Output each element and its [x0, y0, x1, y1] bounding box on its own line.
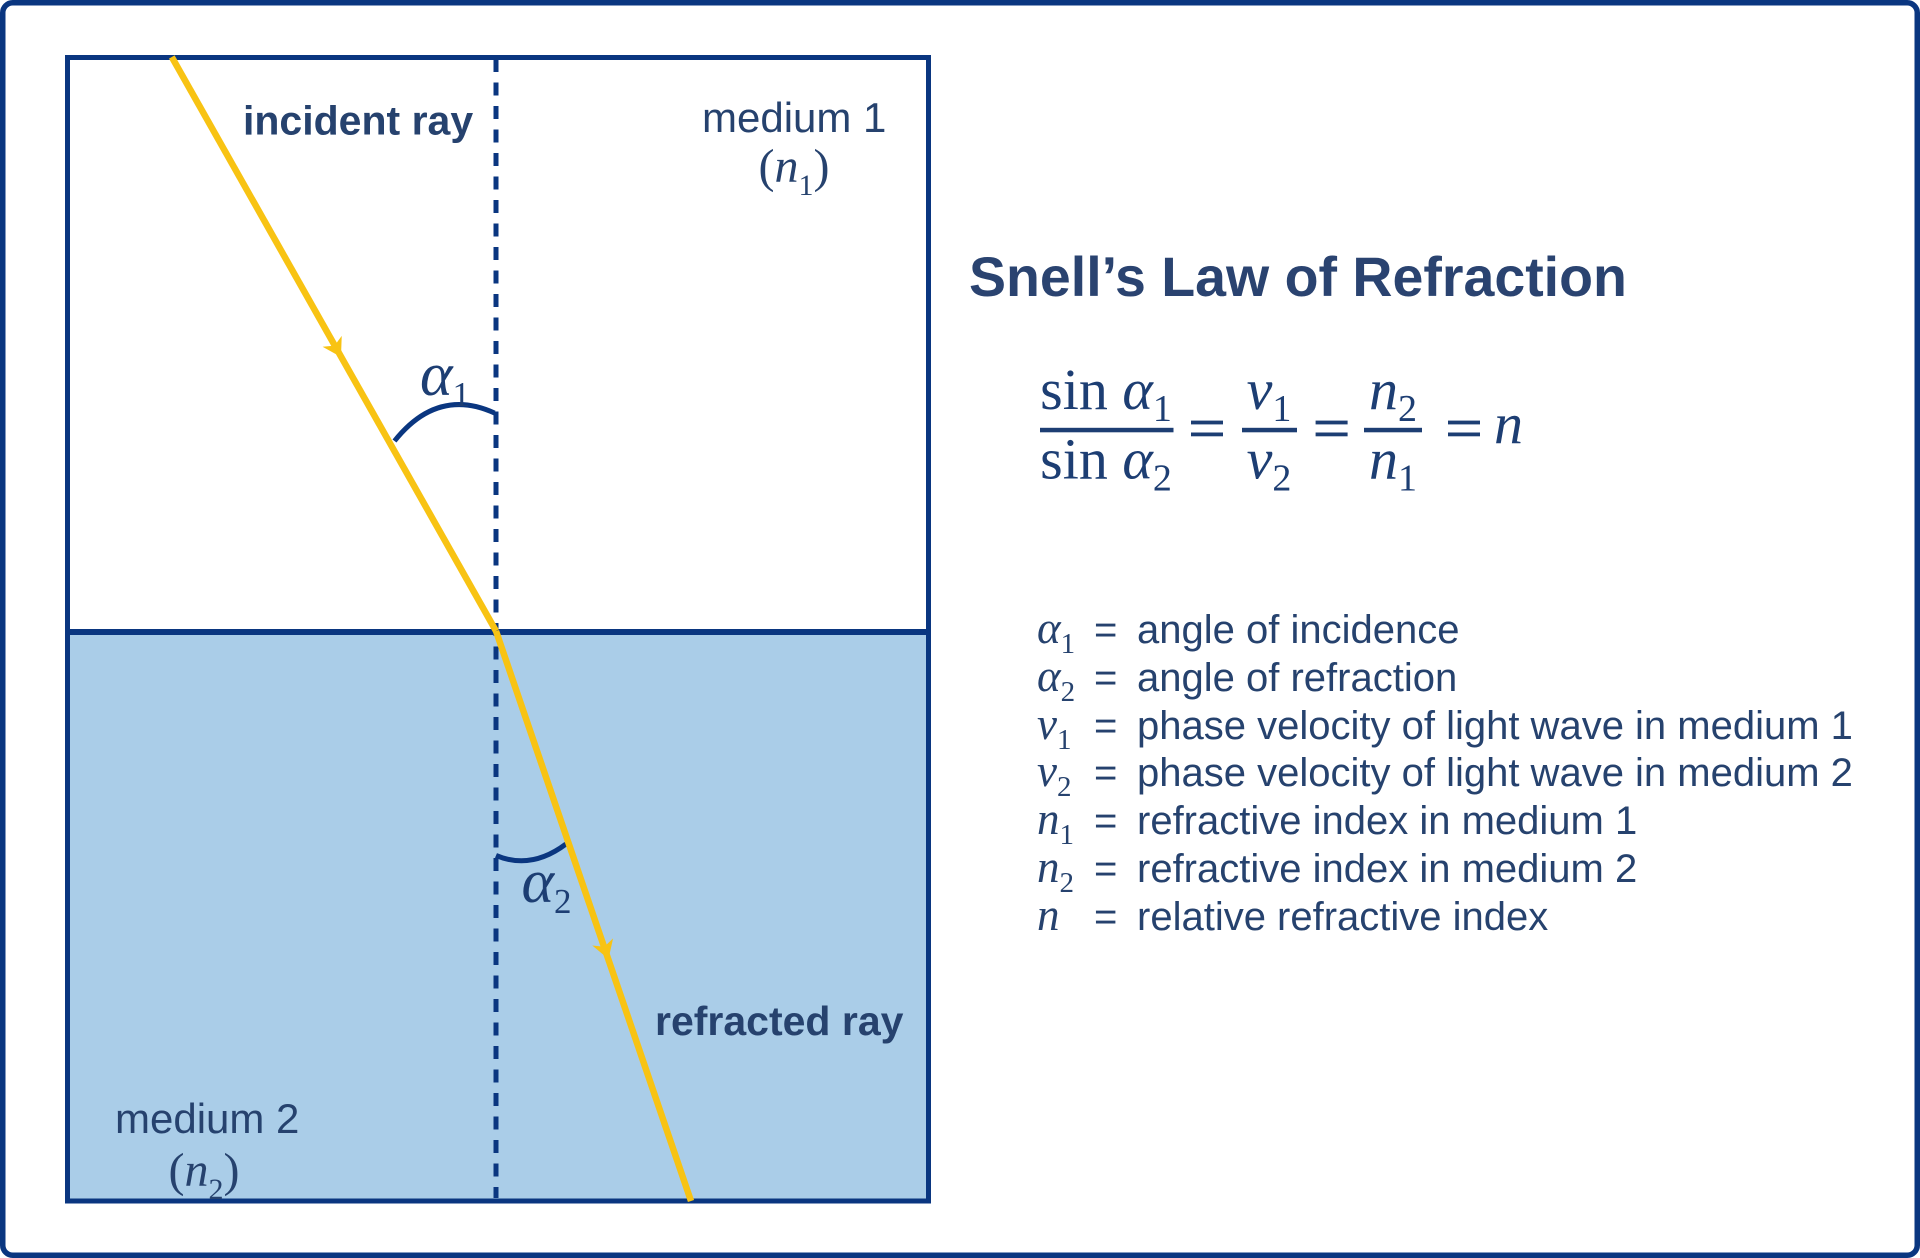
svg-text:α1: α1 — [420, 341, 470, 414]
svg-text:medium 2: medium 2 — [115, 1095, 299, 1142]
svg-text:n=relative refractive index: n = relative refractive index — [1037, 890, 1548, 940]
svg-text:n: n — [1494, 391, 1523, 456]
svg-text:(n1): (n1) — [759, 140, 830, 202]
svg-text:n1=refractive index in medium: n1 = refractive index in medium 1 — [1037, 794, 1637, 851]
svg-text:n2=refractive index in medium: n2 = refractive index in medium 2 — [1037, 842, 1637, 899]
svg-text:α2=angle of refraction: α2 = angle of refraction — [1037, 651, 1457, 708]
svg-text:(n2): (n2) — [169, 1144, 240, 1206]
svg-text:incident ray: incident ray — [243, 98, 473, 144]
svg-text:medium 1: medium 1 — [702, 94, 886, 141]
svg-text:α2: α2 — [522, 848, 572, 921]
svg-text:v2=phase velocity of light wav: v2 = phase velocity of light wave in mediu… — [1037, 746, 1853, 803]
svg-text:v1=phase velocity of light wav: v1 = phase velocity of light wave in mediu… — [1037, 699, 1853, 756]
svg-text:Snell’s Law of Refraction: Snell’s Law of Refraction — [969, 246, 1627, 308]
svg-text:refracted ray: refracted ray — [655, 998, 904, 1044]
svg-text:sin α1: sin α1 — [1040, 357, 1172, 430]
svg-text:sin α2: sin α2 — [1040, 427, 1172, 500]
svg-text:α1=angle of incidence: α1 = angle of incidence — [1037, 603, 1459, 660]
